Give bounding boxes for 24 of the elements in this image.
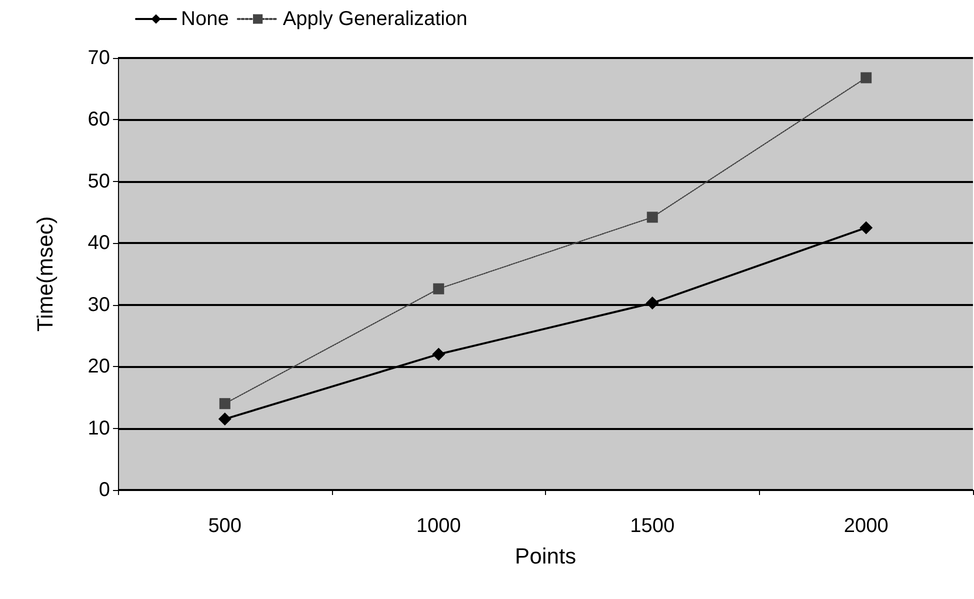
y-tick-label: 40: [88, 232, 110, 254]
y-tick-label: 50: [88, 170, 110, 192]
point: [860, 72, 872, 84]
y-tick-label: 10: [88, 417, 110, 440]
y-tick-label: 70: [88, 47, 110, 69]
x-tick-label: 1000: [416, 515, 461, 537]
point: [646, 212, 658, 223]
x-axis-title: Points: [514, 544, 576, 568]
y-tick-label: 0: [98, 479, 110, 501]
legend-label: Apply Generalization: [282, 8, 468, 30]
point: [218, 412, 232, 426]
point: [219, 398, 230, 410]
x-tick-label: 1500: [630, 515, 675, 537]
y-tick-label: 60: [88, 108, 110, 131]
point: [432, 348, 446, 361]
y-axis-title: Time(msec): [32, 216, 58, 332]
point: [860, 221, 873, 234]
legend-label: None: [181, 8, 229, 30]
y-tick-label: 30: [88, 294, 110, 316]
point: [646, 296, 659, 310]
x-tick-label: 500: [208, 515, 242, 537]
y-tick-label: 20: [88, 356, 110, 378]
x-tick-label: 2000: [844, 515, 888, 537]
point: [433, 283, 444, 294]
